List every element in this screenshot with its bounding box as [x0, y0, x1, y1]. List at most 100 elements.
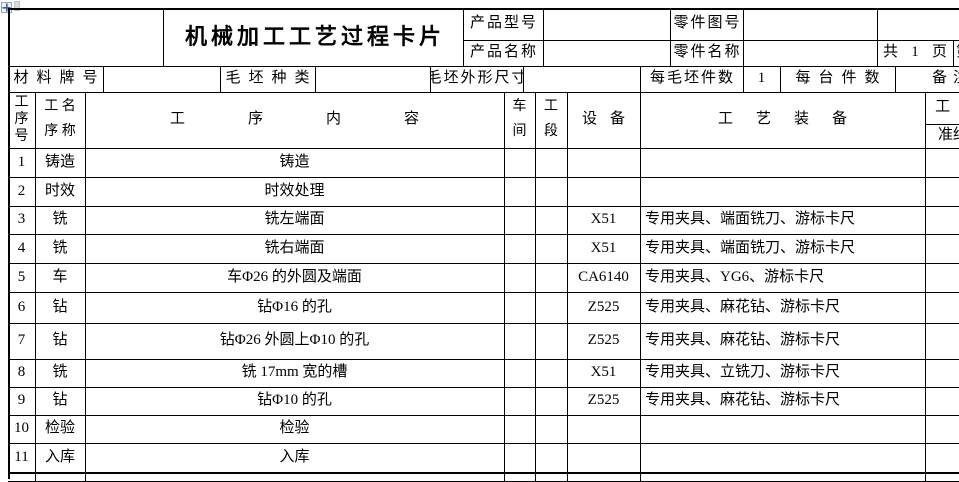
col-header-text: 工 时	[935, 99, 959, 116]
material-grade-label: 材料牌号	[8, 66, 104, 93]
row-10-tooling	[640, 415, 926, 444]
row-8-name: 铣	[35, 359, 86, 388]
col-header-process-name: 工 名 序 称	[35, 92, 86, 149]
table-move-anchor-icon[interactable]	[1, 0, 12, 13]
row-2-tooling	[640, 177, 926, 207]
row-4-no: 4	[8, 234, 36, 264]
row-7-name: 钻	[35, 323, 86, 360]
row-11-content: 入库	[85, 443, 505, 474]
row-3-section	[535, 206, 568, 235]
blank-size-label: 毛坯外形尺寸	[430, 66, 524, 93]
row-9-workshop	[504, 387, 536, 416]
row-7-content: 钻Φ26 外圆上Φ10 的孔	[85, 323, 505, 360]
part-name-label: 零件名称	[670, 40, 744, 67]
product-name-value[interactable]	[543, 40, 671, 67]
row-8-equipment: X51	[567, 359, 641, 388]
company-blank-cell	[8, 8, 164, 67]
row-10-section	[535, 415, 568, 444]
partial-row-cell	[85, 473, 505, 482]
col-header-process-content: 工序内容	[85, 92, 505, 149]
row-7-time	[925, 323, 959, 360]
col-header-line: 间	[512, 124, 527, 140]
row-4-section	[535, 234, 568, 264]
row-6-workshop	[504, 292, 536, 324]
row-10-workshop	[504, 415, 536, 444]
partial-row-cell	[925, 473, 959, 482]
row-4-name: 铣	[35, 234, 86, 264]
part-drawing-no-label: 零件图号	[670, 8, 744, 41]
row-9-equipment: Z525	[567, 387, 641, 416]
row-10-equipment	[567, 415, 641, 444]
row-6-tooling: 专用夹具、麻花钻、游标卡尺	[640, 292, 926, 324]
pages-total-suffix: 页	[931, 44, 947, 61]
blank-size-value[interactable]	[523, 66, 641, 93]
top-right-blank-cell	[877, 8, 959, 41]
pages-total-prefix: 共	[883, 44, 899, 61]
col-header-time-prep: 准终	[925, 124, 959, 149]
row-5-workshop	[504, 263, 536, 293]
row-6-section	[535, 292, 568, 324]
product-model-label: 产品型号	[463, 8, 544, 41]
per-blank-count-value[interactable]: 1	[743, 66, 781, 93]
col-header-line: 序	[14, 111, 29, 127]
pages-total-cell: 共 1 页	[877, 40, 954, 67]
material-grade-value[interactable]	[103, 66, 221, 93]
row-5-time	[925, 263, 959, 293]
row-1-section	[535, 148, 568, 178]
remark-label: 备注	[895, 66, 959, 93]
card-title: 机械加工工艺过程卡片	[163, 8, 464, 67]
row-5-section	[535, 263, 568, 293]
row-3-workshop	[504, 206, 536, 235]
row-11-name: 入库	[35, 443, 86, 474]
partial-row-cell	[35, 473, 86, 482]
row-4-time	[925, 234, 959, 264]
row-11-no: 11	[8, 443, 36, 474]
row-9-section	[535, 387, 568, 416]
pages-total-count: 1	[911, 44, 919, 61]
row-4-workshop	[504, 234, 536, 264]
row-8-content: 铣 17mm 宽的槽	[85, 359, 505, 388]
row-6-name: 钻	[35, 292, 86, 324]
row-9-name: 钻	[35, 387, 86, 416]
move-cross-icon	[1, 2, 12, 13]
partial-row-cell	[567, 473, 641, 482]
col-header-text: 工序内容	[169, 111, 482, 128]
row-2-workshop	[504, 177, 536, 207]
table-outer-top-border	[8, 8, 959, 10]
row-1-tooling	[640, 148, 926, 178]
row-5-no: 5	[8, 263, 36, 293]
row-2-time	[925, 177, 959, 207]
row-1-equipment	[567, 148, 641, 178]
row-9-tooling: 专用夹具、麻花钻、游标卡尺	[640, 387, 926, 416]
row-10-name: 检验	[35, 415, 86, 444]
row-1-no: 1	[8, 148, 36, 178]
row-2-name: 时效	[35, 177, 86, 207]
row-1-name: 铸造	[35, 148, 86, 178]
partial-row-cell	[640, 473, 926, 482]
row-11-equipment	[567, 443, 641, 474]
col-header-time: 工 时	[925, 92, 959, 125]
row-10-content: 检验	[85, 415, 505, 444]
row-4-tooling: 专用夹具、端面铣刀、游标卡尺	[640, 234, 926, 264]
blank-type-value[interactable]	[315, 66, 431, 93]
col-header-line: 号	[14, 128, 29, 144]
row-11-workshop	[504, 443, 536, 474]
partial-row-cell	[535, 473, 568, 482]
row-1-workshop	[504, 148, 536, 178]
partial-row-cell	[504, 473, 536, 482]
row-6-content: 钻Φ16 的孔	[85, 292, 505, 324]
row-2-no: 2	[8, 177, 36, 207]
row-11-section	[535, 443, 568, 474]
product-model-value[interactable]	[543, 8, 671, 41]
col-header-section: 工 段	[535, 92, 568, 149]
row-10-no: 10	[8, 415, 36, 444]
part-drawing-no-value[interactable]	[743, 8, 878, 41]
per-blank-count-label: 每毛坯件数	[640, 66, 744, 93]
row-4-content: 铣右端面	[85, 234, 505, 264]
row-2-section	[535, 177, 568, 207]
partial-row-cell	[8, 473, 36, 482]
row-8-tooling: 专用夹具、立铣刀、游标卡尺	[640, 359, 926, 388]
part-name-value[interactable]	[743, 40, 878, 67]
col-header-line: 工	[14, 95, 29, 111]
col-header-workshop: 车 间	[504, 92, 536, 149]
